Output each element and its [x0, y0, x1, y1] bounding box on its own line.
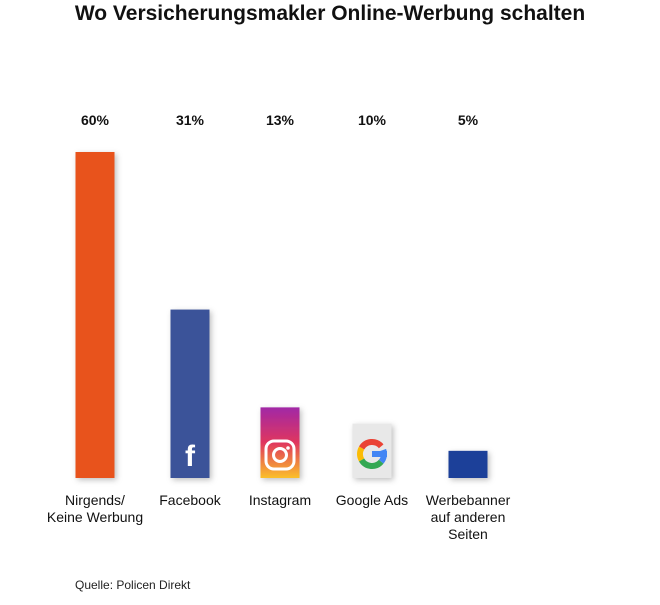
- category-label: Nirgends/: [65, 492, 125, 508]
- bar: [75, 152, 115, 478]
- value-label: 60%: [81, 112, 110, 128]
- google-icon: [357, 439, 387, 469]
- instagram-icon: [264, 439, 296, 471]
- bar: [170, 309, 210, 478]
- value-label: 10%: [358, 112, 387, 128]
- bar: [260, 407, 300, 478]
- category-label: Werbebanner: [426, 492, 511, 508]
- value-label: 13%: [266, 112, 295, 128]
- value-label: 31%: [176, 112, 205, 128]
- value-label: 5%: [458, 112, 479, 128]
- chart-title: Wo Versicherungsmakler Online-Werbung sc…: [74, 2, 586, 25]
- category-label: Instagram: [249, 492, 311, 508]
- source-note: Quelle: Policen Direkt: [75, 578, 191, 592]
- category-label: auf anderen: [431, 509, 506, 525]
- category-label: Keine Werbung: [47, 509, 143, 525]
- bar: [448, 450, 488, 478]
- category-label: Google Ads: [336, 492, 408, 508]
- facebook-icon: f: [185, 440, 196, 473]
- category-label: Seiten: [448, 526, 488, 542]
- category-label: Facebook: [159, 492, 221, 508]
